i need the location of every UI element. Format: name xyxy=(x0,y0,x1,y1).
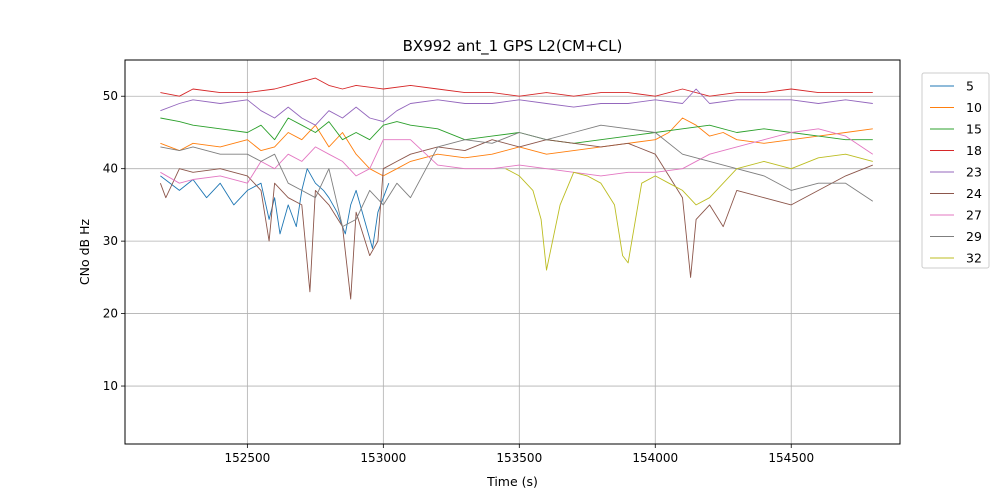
legend-label: 18 xyxy=(966,143,982,158)
x-tick-label: 153000 xyxy=(360,451,406,465)
legend-label: 10 xyxy=(966,100,982,115)
axes-frame xyxy=(124,59,901,445)
y-tick-label: 40 xyxy=(103,162,118,176)
series-line-29 xyxy=(160,124,874,228)
legend-label: 15 xyxy=(966,122,982,137)
legend-label: 24 xyxy=(966,186,982,201)
y-axis-label: CNo dB Hz xyxy=(77,218,92,285)
series-line-23 xyxy=(160,88,873,126)
legend-box xyxy=(921,72,990,269)
legend: 5 10 15 18 23 24 27 29 32 xyxy=(921,72,990,269)
series-line-18 xyxy=(160,77,873,97)
y-tick-label: 20 xyxy=(103,307,118,321)
grid-lines xyxy=(125,60,900,444)
series-line-27 xyxy=(160,128,874,184)
series-line-10 xyxy=(160,117,873,177)
x-axis-label: Time (s) xyxy=(486,474,538,489)
legend-label: 27 xyxy=(966,208,982,223)
series-line-24 xyxy=(159,139,873,300)
x-tick-label: 154500 xyxy=(768,451,814,465)
series-line-15 xyxy=(160,117,873,144)
plot-area xyxy=(159,77,874,300)
x-tick-label: 152500 xyxy=(224,451,270,465)
x-tick-label: 154000 xyxy=(632,451,678,465)
x-tick-label: 153500 xyxy=(496,451,542,465)
y-tick-label: 50 xyxy=(103,89,118,103)
y-tick-label: 10 xyxy=(103,379,118,393)
legend-label: 32 xyxy=(966,251,982,266)
legend-label: 23 xyxy=(966,165,982,180)
chart-title: BX992 ant_1 GPS L2(CM+CL) xyxy=(403,37,623,56)
legend-label: 5 xyxy=(966,79,974,94)
y-tick-label: 30 xyxy=(103,234,118,248)
axis-ticks: 152500 153000 153500 154000 154500 10 20 30 40 50 xyxy=(103,89,814,465)
legend-label: 29 xyxy=(966,229,982,244)
series-line-32 xyxy=(505,153,873,271)
